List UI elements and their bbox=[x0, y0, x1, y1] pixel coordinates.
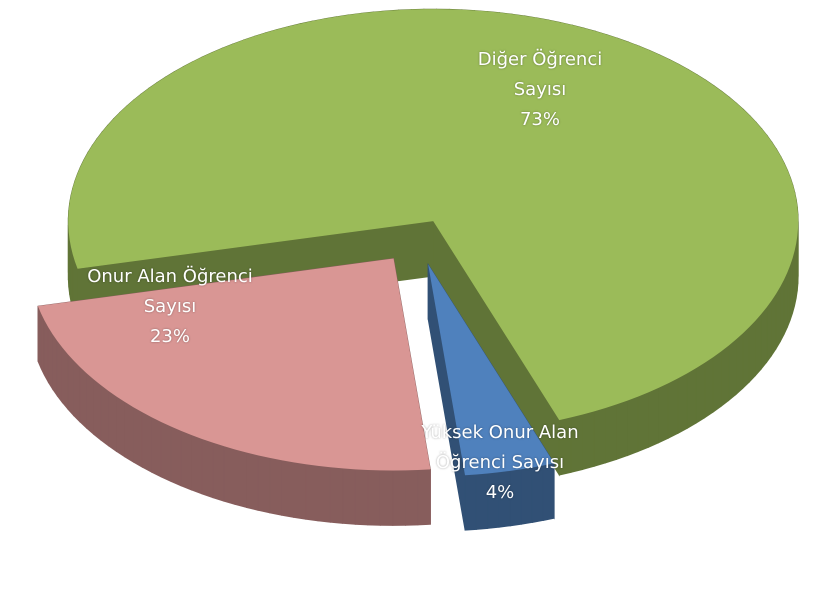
value-label: 73% bbox=[519, 109, 560, 130]
slice-side bbox=[223, 445, 236, 505]
slice-side bbox=[317, 465, 331, 523]
category-label: Yüksek Onur Alan Öğrenci Sayısı bbox=[421, 422, 579, 473]
slice-side bbox=[367, 469, 381, 526]
slice-side bbox=[766, 299, 772, 364]
slice-side bbox=[93, 378, 102, 441]
slice bbox=[67, 8, 799, 477]
slice-side bbox=[212, 442, 225, 502]
slice-side bbox=[748, 319, 756, 384]
slice-side bbox=[108, 390, 117, 453]
slice-side bbox=[783, 272, 788, 335]
slice-side bbox=[116, 395, 126, 458]
slice-side bbox=[293, 461, 307, 520]
slice-side bbox=[755, 312, 762, 377]
slice-side bbox=[760, 306, 768, 371]
slice-side bbox=[464, 474, 477, 531]
slice-side bbox=[133, 406, 143, 468]
slice-side bbox=[257, 454, 271, 514]
slice-side bbox=[771, 292, 777, 357]
value-label: 4% bbox=[485, 482, 515, 503]
slice-side bbox=[56, 339, 63, 404]
slice-side bbox=[648, 387, 659, 448]
slice-side bbox=[667, 377, 679, 439]
slice-side bbox=[43, 318, 49, 384]
category-label: Onur Alan Öğrenci Sayısı bbox=[87, 266, 253, 317]
slice-side bbox=[786, 265, 791, 328]
slice-side bbox=[67, 353, 75, 417]
slice-side bbox=[775, 285, 781, 351]
slice-side bbox=[720, 344, 730, 408]
slice-side bbox=[704, 356, 714, 419]
slice-side bbox=[47, 325, 53, 391]
slice-side bbox=[616, 400, 628, 460]
slice-side bbox=[52, 332, 58, 398]
slice-side bbox=[342, 467, 356, 525]
slice-side bbox=[141, 411, 153, 473]
slice-side bbox=[191, 434, 203, 495]
slice bbox=[427, 262, 555, 531]
slice-side bbox=[151, 416, 162, 478]
slice-top bbox=[68, 9, 799, 421]
slice-top bbox=[428, 264, 555, 476]
slice-side bbox=[40, 313, 45, 376]
slice-side bbox=[160, 421, 172, 483]
slice-side bbox=[37, 306, 42, 369]
slice-top bbox=[37, 258, 431, 471]
data-label: Yüksek Onur Alan Öğrenci Sayısı 4% bbox=[400, 418, 600, 508]
slice-side bbox=[605, 403, 617, 464]
data-label: Diğer Öğrenci Sayısı 73% bbox=[460, 45, 620, 135]
slice-side bbox=[170, 425, 182, 487]
slice-side bbox=[100, 384, 109, 447]
value-label: 23% bbox=[149, 326, 190, 347]
slice-side bbox=[79, 365, 87, 429]
slice-side bbox=[124, 401, 134, 463]
slice-side bbox=[269, 457, 283, 516]
slice-side bbox=[180, 430, 192, 491]
slice-side bbox=[728, 338, 737, 402]
slice-side bbox=[329, 466, 344, 524]
slice-side bbox=[201, 438, 214, 499]
slice-side bbox=[779, 279, 785, 342]
slice-side bbox=[86, 372, 94, 436]
slice-side bbox=[712, 350, 722, 413]
slice-side bbox=[281, 459, 295, 518]
slice-side bbox=[558, 416, 572, 476]
slice-side bbox=[234, 448, 247, 509]
category-label: Diğer Öğrenci Sayısı bbox=[477, 49, 603, 100]
slice-side bbox=[73, 359, 81, 423]
slice-side bbox=[686, 367, 697, 430]
slice-side bbox=[379, 469, 394, 526]
slice-side bbox=[658, 382, 669, 444]
slice bbox=[37, 258, 431, 526]
slice-side bbox=[735, 332, 744, 396]
slice-side bbox=[305, 463, 319, 522]
slice-side bbox=[354, 468, 369, 526]
slice-side bbox=[627, 396, 639, 457]
slice-side bbox=[742, 326, 750, 390]
slice-side bbox=[246, 451, 259, 511]
slice-side bbox=[637, 391, 649, 453]
data-label: Onur Alan Öğrenci Sayısı 23% bbox=[70, 262, 270, 352]
slice-side bbox=[61, 346, 69, 411]
slice-side bbox=[677, 372, 688, 435]
slice-side bbox=[695, 362, 706, 424]
